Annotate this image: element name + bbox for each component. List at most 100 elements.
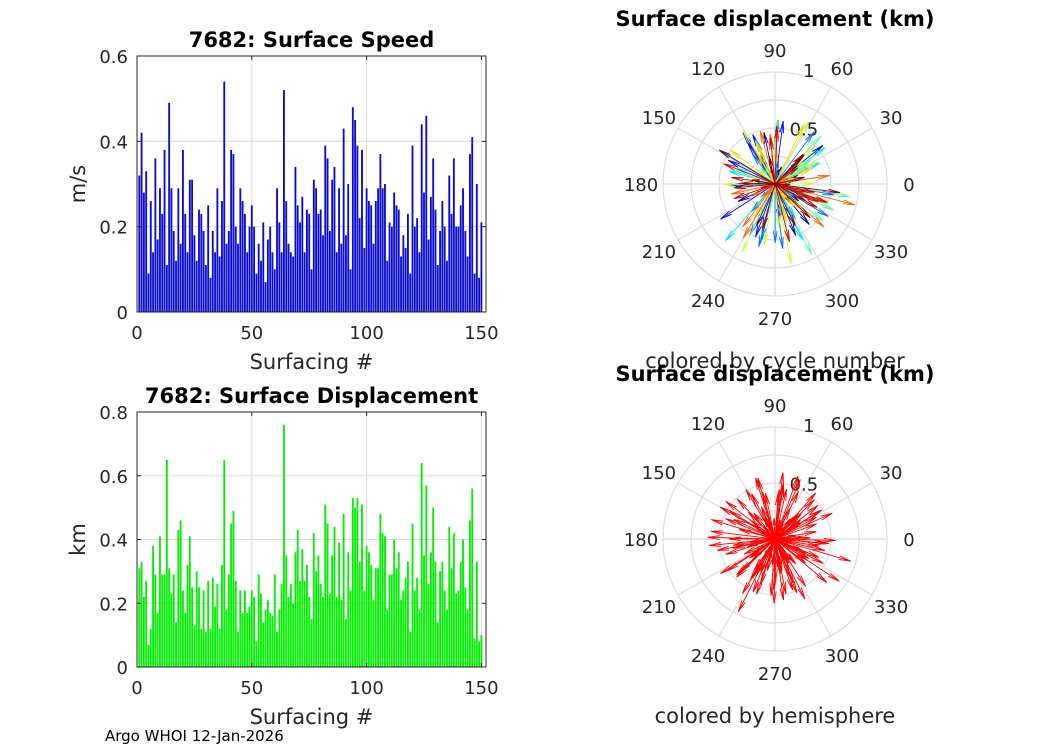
bar [179,243,182,312]
bar [374,568,377,667]
bar [328,593,331,667]
displacement-arrow [725,518,776,540]
bar [365,545,368,667]
bar [287,596,290,667]
bar [347,552,350,667]
displacement-arrow [774,523,817,540]
bar [367,552,370,667]
bar [283,424,285,667]
bar [404,248,407,312]
bar [188,179,191,312]
bar [384,184,386,312]
displacement-arrow [756,153,776,185]
displacement-arrow [774,516,817,540]
bar [216,188,219,312]
bar [264,609,267,667]
y-tick-label: 0.8 [99,403,128,424]
bar [439,230,441,312]
bar [138,568,141,667]
bar [287,243,290,312]
theta-tick-label: 0 [903,175,914,196]
bar [221,201,223,312]
bar [239,590,242,667]
displacement-arrow [774,183,795,207]
bar [296,205,299,312]
x-tick-label: 100 [349,678,383,699]
r-tick-label: 1 [803,416,814,437]
bar [246,252,249,312]
displacement-arrow [774,175,830,185]
bar [186,565,189,667]
displacement-arrow [774,509,823,540]
theta-tick-label: 210 [642,242,676,263]
bar [289,252,292,312]
bar [269,226,272,312]
bar [285,555,288,667]
displacement-arrow [760,183,776,198]
bar [407,213,409,312]
theta-tick-label: 270 [758,664,792,685]
theta-tick-label: 210 [642,597,676,618]
bar [172,230,175,312]
bar [152,252,154,312]
displacement-arrow [772,183,778,243]
bar [446,260,448,312]
displacement-arrow [774,182,791,186]
bar [175,622,177,667]
bar [218,256,221,312]
displacement-arrow [774,538,828,583]
bar [457,226,460,312]
displacement-arrow [774,131,815,185]
bar [349,590,352,667]
bar [230,523,233,667]
displacement-arrow [763,538,776,558]
bar [161,574,164,667]
bar [450,568,453,667]
bar [299,222,301,312]
displacement-arrow [774,183,819,203]
bar [154,574,157,667]
displacement-arrow [720,506,776,540]
y-tick-label: 0.6 [99,467,128,488]
bar [384,536,386,667]
bar [322,596,324,667]
displacement-arrow [727,538,776,572]
displacement-arrow [769,137,776,185]
bar [182,590,184,667]
bar [207,580,210,667]
displacement-arrow [763,526,776,540]
displacement-arrow [761,183,776,230]
bar [280,252,283,312]
bar [471,137,474,312]
x-axis-label: Surfacing # [250,350,374,374]
bar [266,600,269,667]
bar [168,102,171,312]
x-tick-label: 0 [131,678,142,699]
bar [303,580,306,667]
bar [271,252,274,312]
bar [411,523,414,667]
displacement-arrow [774,183,841,194]
bar [140,132,143,312]
theta-tick-label: 120 [691,414,725,435]
theta-tick-label: 90 [764,396,787,417]
displacement-arrow [730,149,776,185]
y-tick-label: 0.4 [99,132,128,153]
bar [315,188,318,312]
bar [262,622,265,667]
bar [140,561,143,667]
displacement-arrow [774,493,780,540]
bar [246,612,249,667]
bar [464,587,467,667]
bar [340,600,343,667]
bar [145,171,148,312]
bar [390,574,393,667]
bar [335,252,338,312]
bar [356,145,359,312]
bar [324,145,327,312]
displacement-arrow [774,183,811,219]
bar [260,593,262,667]
y-tick-label: 0 [117,303,128,324]
bar [147,644,150,667]
bar [452,533,455,667]
